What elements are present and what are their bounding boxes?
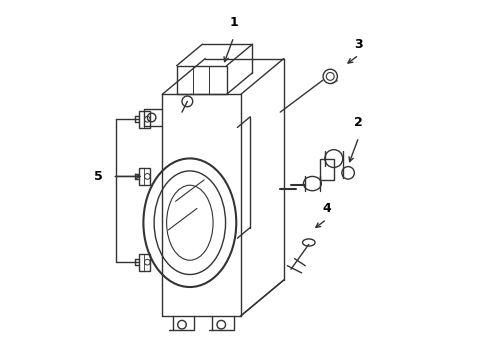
Bar — [176, 66, 226, 94]
Text: 3: 3 — [354, 38, 363, 51]
Bar — [139, 168, 150, 185]
Text: 5: 5 — [94, 170, 102, 183]
Circle shape — [325, 72, 333, 80]
Bar — [139, 253, 150, 271]
Text: 1: 1 — [229, 16, 238, 29]
Bar — [139, 111, 150, 128]
Bar — [319, 158, 333, 180]
Text: 2: 2 — [354, 116, 363, 129]
Text: 4: 4 — [322, 202, 330, 215]
